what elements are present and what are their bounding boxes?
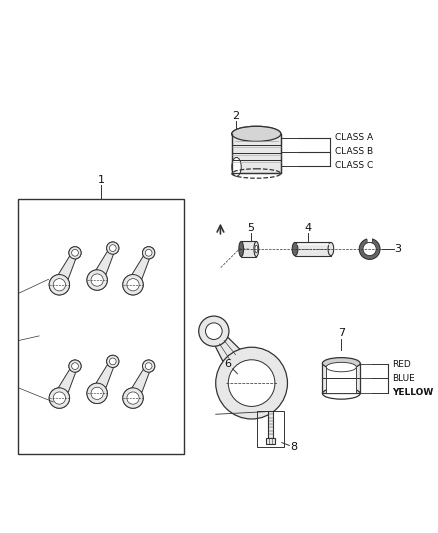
Bar [295,243,331,256]
Circle shape [142,247,155,259]
Bar [241,241,256,256]
Text: 7: 7 [338,328,345,338]
Circle shape [106,356,119,368]
Circle shape [110,245,116,252]
Circle shape [142,360,155,372]
Circle shape [127,392,138,403]
Circle shape [145,249,152,256]
Bar [322,364,360,393]
Circle shape [145,249,152,256]
Circle shape [127,279,139,291]
Circle shape [228,360,275,407]
Circle shape [69,247,81,259]
Circle shape [127,392,139,404]
Bar [18,199,184,454]
Circle shape [199,316,229,346]
Text: CLASS A: CLASS A [335,133,373,142]
Circle shape [54,279,65,290]
Ellipse shape [254,241,259,256]
Ellipse shape [328,243,334,256]
Circle shape [49,274,70,295]
Polygon shape [96,365,113,387]
Circle shape [145,363,152,369]
Circle shape [123,274,143,295]
Circle shape [72,363,78,369]
Circle shape [87,383,107,403]
Circle shape [363,243,376,256]
Circle shape [359,239,380,260]
Text: 3: 3 [395,244,402,254]
Bar [266,438,275,445]
Circle shape [92,387,103,399]
Text: CLASS C: CLASS C [335,161,373,171]
Circle shape [91,387,103,399]
Circle shape [106,242,119,254]
Circle shape [72,363,78,369]
Text: RED: RED [392,360,411,369]
Circle shape [106,242,119,254]
Circle shape [69,360,81,372]
Bar [232,134,281,174]
Circle shape [106,356,119,368]
Text: YELLOW: YELLOW [392,388,434,397]
Text: CLASS B: CLASS B [335,147,373,156]
Circle shape [142,360,155,372]
Circle shape [69,360,81,372]
Text: 8: 8 [290,442,298,453]
Ellipse shape [292,243,298,256]
Circle shape [142,247,155,259]
Ellipse shape [232,126,281,141]
Circle shape [53,279,65,291]
Text: BLUE: BLUE [392,374,415,383]
Circle shape [87,270,107,290]
Polygon shape [59,256,76,279]
Circle shape [69,247,81,259]
Text: 5: 5 [247,223,254,233]
Ellipse shape [239,241,244,256]
Text: 6: 6 [225,359,232,369]
Circle shape [123,388,143,408]
Circle shape [216,347,287,419]
Circle shape [49,274,70,295]
Circle shape [53,392,65,404]
Circle shape [123,274,143,295]
Polygon shape [59,369,76,392]
Text: 1: 1 [98,175,105,185]
Bar [326,367,357,393]
Circle shape [110,245,116,252]
Ellipse shape [322,358,360,369]
Text: 2: 2 [232,111,239,121]
Circle shape [110,358,116,365]
Bar [367,238,372,243]
Polygon shape [132,256,149,279]
Circle shape [110,358,116,365]
Polygon shape [132,369,149,392]
Circle shape [92,274,103,286]
Circle shape [49,388,70,408]
Circle shape [72,249,78,256]
Ellipse shape [326,362,357,372]
Circle shape [87,383,107,403]
Bar [257,411,284,447]
Circle shape [123,388,143,408]
Circle shape [127,279,138,290]
Circle shape [72,249,78,256]
Ellipse shape [255,245,258,253]
Circle shape [205,323,222,340]
Circle shape [91,274,103,286]
Text: 4: 4 [305,223,312,233]
Polygon shape [96,252,113,274]
Circle shape [87,270,107,290]
Ellipse shape [232,126,281,141]
Circle shape [49,388,70,408]
Ellipse shape [232,157,241,176]
Circle shape [145,363,152,369]
Polygon shape [215,336,244,367]
Circle shape [54,392,65,403]
Bar [268,411,273,438]
